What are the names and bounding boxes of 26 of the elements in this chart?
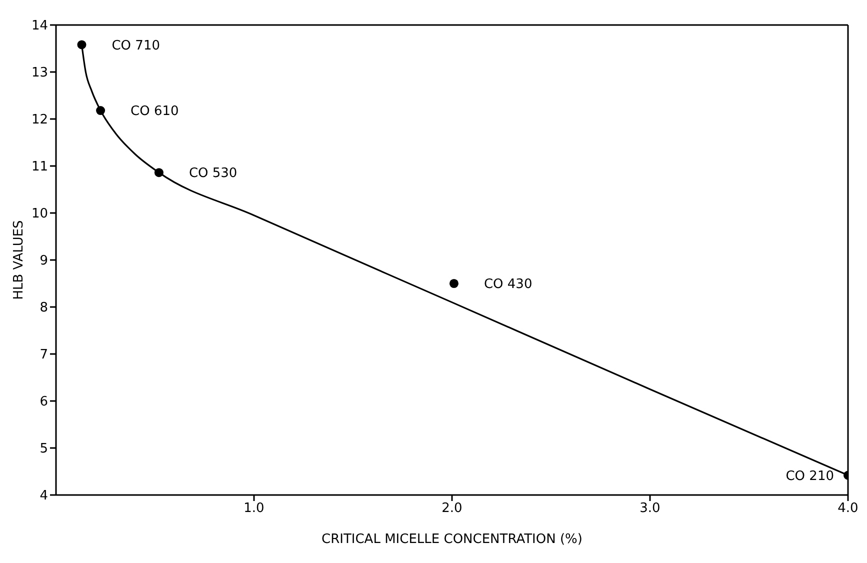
point	[96, 106, 106, 116]
x-tick-label: 1.0	[244, 501, 264, 516]
y-tick-label: 7	[40, 348, 48, 363]
y-tick-label: 11	[31, 160, 48, 175]
y-tick-label: 9	[40, 254, 48, 269]
y-tick-label: 6	[40, 394, 48, 410]
y-tick-label: 4	[40, 488, 48, 504]
y-tick-label: 10	[31, 206, 48, 222]
annotation: CO 430	[484, 277, 532, 292]
y-tick-label: 8	[40, 300, 48, 316]
point	[154, 168, 164, 178]
point	[77, 40, 86, 50]
y-tick-label: 12	[31, 112, 48, 128]
x-axis-title: CRITICAL MICELLE CONCENTRATION (%)	[322, 532, 582, 547]
annotation: CO 610	[130, 104, 179, 120]
y-axis-title: HLB VALUES	[12, 220, 27, 300]
x-tick-label: 4.0	[838, 501, 858, 516]
annotation: CO 710	[112, 38, 160, 54]
annotation: CO 530	[188, 166, 238, 182]
y-tick-label: 5	[40, 442, 48, 457]
annotation: CO 210	[786, 468, 834, 484]
point	[449, 278, 458, 288]
y-tick-label: 13	[31, 66, 48, 81]
x-tick-label: 3.0	[640, 501, 660, 516]
x-tick-label: 2.0	[442, 501, 462, 516]
y-tick-label: 14	[31, 18, 48, 34]
